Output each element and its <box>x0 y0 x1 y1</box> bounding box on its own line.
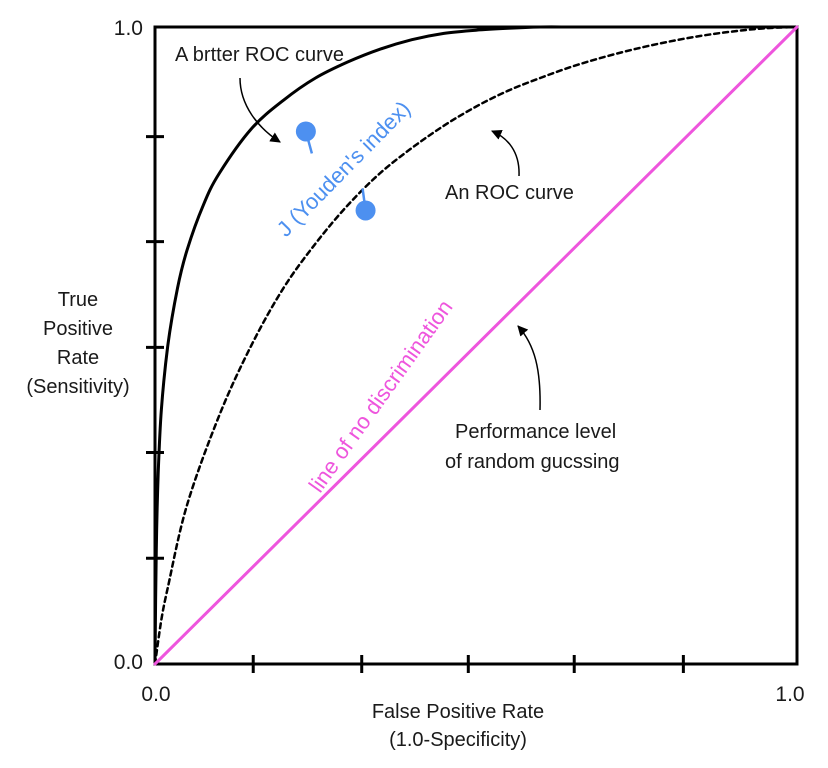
better-curve-label: A brtter ROC curve <box>175 44 344 66</box>
series-line-diagonal <box>153 25 799 666</box>
random-label-line1: Performance level <box>455 421 616 443</box>
youden-layer <box>295 121 376 221</box>
y-axis-ticks <box>146 135 164 560</box>
series-layer <box>153 25 799 666</box>
random-arrow <box>517 325 541 411</box>
roc-curve-label: An ROC curve <box>445 182 574 204</box>
x-axis-title: False Positive Rate <box>372 701 544 723</box>
x-tick-label-end: 1.0 <box>775 683 804 706</box>
x-tick-label-start: 0.0 <box>141 683 170 706</box>
better-curve-arrow <box>239 77 281 143</box>
y-axis-title-line4: (Sensitivity) <box>26 376 129 398</box>
youden-label: J (Youden's index) <box>272 96 416 242</box>
diagonal-label: line of no discrimination <box>304 295 458 497</box>
y-axis-title-line1: True <box>58 289 98 311</box>
y-axis-title-line3: Rate <box>57 347 99 369</box>
plot-frame <box>153 25 799 666</box>
youden-point-1 <box>355 200 376 221</box>
x-axis-ticks <box>251 655 685 673</box>
roc-curve-arrow <box>491 129 520 177</box>
random-label-line2: of random gucssing <box>445 451 620 473</box>
series-line-better <box>153 25 606 666</box>
y-tick-label-start: 0.0 <box>114 651 143 674</box>
y-axis-title-line2: Positive <box>43 318 113 340</box>
x-axis-subtitle: (1.0-Specificity) <box>389 729 527 751</box>
y-tick-label-end: 1.0 <box>114 17 143 40</box>
series-line-roc <box>153 25 799 666</box>
youden-point-0 <box>295 121 316 142</box>
